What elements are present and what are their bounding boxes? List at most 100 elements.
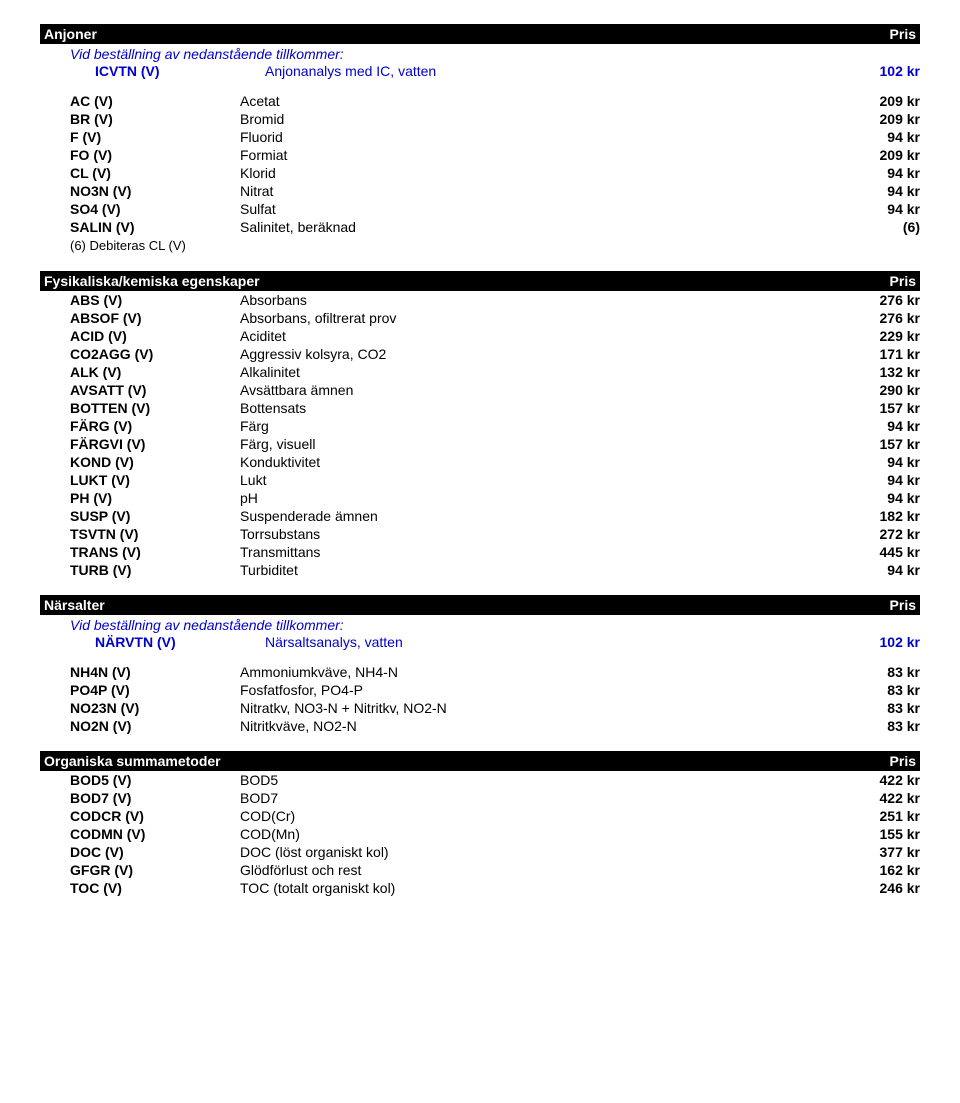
footnote: (6) Debiteras CL (V) [40,236,920,255]
row-price: 83 kr [830,700,920,716]
row-name: Sulfat [240,201,830,217]
row-name: Bromid [240,111,830,127]
row-name: Alkalinitet [240,364,830,380]
row-name: Nitritkväve, NO2-N [240,718,830,734]
row-code: BOD5 (V) [40,772,240,788]
row-name: Transmittans [240,544,830,560]
row-price: 94 kr [830,165,920,181]
row-price: 171 kr [830,346,920,362]
price-list: AnjonerPrisVid beställning av nedanståen… [40,24,920,909]
row-name: Absorbans [240,292,830,308]
row-code: NO23N (V) [40,700,240,716]
row-price: 94 kr [830,454,920,470]
row-price: 162 kr [830,862,920,878]
row-code: TOC (V) [40,880,240,896]
row-name: Salinitet, beräknad [240,219,830,235]
row-price: 157 kr [830,436,920,452]
sub-header-note: Vid beställning av nedanstående tillkomm… [40,615,920,633]
row-name: BOD7 [240,790,830,806]
row-name: COD(Mn) [240,826,830,842]
price-row: ALK (V)Alkalinitet132 kr [40,363,920,381]
price-row: PO4P (V)Fosfatfosfor, PO4-P83 kr [40,681,920,699]
row-price: (6) [830,219,920,235]
row-code: GFGR (V) [40,862,240,878]
row-name: Nitratkv, NO3-N + Nitritkv, NO2-N [240,700,830,716]
row-name: Aciditet [240,328,830,344]
row-name: Glödförlust och rest [240,862,830,878]
sub-row-price: 102 kr [830,634,920,650]
price-row: NO3N (V)Nitrat94 kr [40,182,920,200]
sub-row-code: ICVTN (V) [40,63,265,79]
price-row: TOC (V)TOC (totalt organiskt kol)246 kr [40,879,920,897]
row-name: Suspenderade ämnen [240,508,830,524]
price-row: TURB (V)Turbiditet94 kr [40,561,920,579]
price-row: NO23N (V)Nitratkv, NO3-N + Nitritkv, NO2… [40,699,920,717]
row-code: NO3N (V) [40,183,240,199]
row-name: Nitrat [240,183,830,199]
row-code: CO2AGG (V) [40,346,240,362]
row-code: CODCR (V) [40,808,240,824]
row-price: 157 kr [830,400,920,416]
row-price: 94 kr [830,129,920,145]
price-row: NH4N (V)Ammoniumkväve, NH4-N83 kr [40,663,920,681]
row-code: FÄRG (V) [40,418,240,434]
row-code: PH (V) [40,490,240,506]
row-code: LUKT (V) [40,472,240,488]
sub-row: ICVTN (V)Anjonanalys med IC, vatten102 k… [40,62,920,80]
row-code: CODMN (V) [40,826,240,842]
row-code: KOND (V) [40,454,240,470]
row-code: FÄRGVI (V) [40,436,240,452]
row-name: Färg, visuell [240,436,830,452]
row-price: 94 kr [830,183,920,199]
price-row: ABSOF (V)Absorbans, ofiltrerat prov276 k… [40,309,920,327]
row-price: 94 kr [830,490,920,506]
price-row: ABS (V)Absorbans276 kr [40,291,920,309]
row-name: Fluorid [240,129,830,145]
price-row: TRANS (V)Transmittans445 kr [40,543,920,561]
row-code: SUSP (V) [40,508,240,524]
row-code: ALK (V) [40,364,240,380]
row-price: 94 kr [830,472,920,488]
row-code: BOD7 (V) [40,790,240,806]
row-name: Absorbans, ofiltrerat prov [240,310,830,326]
price-row: CO2AGG (V)Aggressiv kolsyra, CO2171 kr [40,345,920,363]
price-row: FÄRG (V)Färg94 kr [40,417,920,435]
section-pris-label: Pris [890,273,916,289]
section-title: Organiska summametoder [44,753,221,769]
row-name: pH [240,490,830,506]
row-price: 209 kr [830,93,920,109]
price-row: TSVTN (V)Torrsubstans272 kr [40,525,920,543]
row-name: BOD5 [240,772,830,788]
row-code: F (V) [40,129,240,145]
section-pris-label: Pris [890,597,916,613]
row-price: 83 kr [830,664,920,680]
row-code: AC (V) [40,93,240,109]
row-code: PO4P (V) [40,682,240,698]
row-code: SALIN (V) [40,219,240,235]
row-name: Ammoniumkväve, NH4-N [240,664,830,680]
price-row: KOND (V)Konduktivitet94 kr [40,453,920,471]
row-code: TSVTN (V) [40,526,240,542]
price-row: FÄRGVI (V)Färg, visuell157 kr [40,435,920,453]
row-name: Konduktivitet [240,454,830,470]
row-name: Aggressiv kolsyra, CO2 [240,346,830,362]
section-pris-label: Pris [890,753,916,769]
price-row: BOD7 (V)BOD7422 kr [40,789,920,807]
section-title: Fysikaliska/kemiska egenskaper [44,273,260,289]
price-row: AVSATT (V)Avsättbara ämnen290 kr [40,381,920,399]
row-price: 209 kr [830,147,920,163]
row-price: 290 kr [830,382,920,398]
price-row: GFGR (V)Glödförlust och rest162 kr [40,861,920,879]
row-price: 251 kr [830,808,920,824]
sub-header-note: Vid beställning av nedanstående tillkomm… [40,44,920,62]
price-row: AC (V)Acetat209 kr [40,92,920,110]
row-price: 377 kr [830,844,920,860]
row-code: SO4 (V) [40,201,240,217]
row-price: 276 kr [830,310,920,326]
row-code: TRANS (V) [40,544,240,560]
row-code: CL (V) [40,165,240,181]
row-code: NH4N (V) [40,664,240,680]
price-row: PH (V)pH94 kr [40,489,920,507]
row-price: 229 kr [830,328,920,344]
row-price: 445 kr [830,544,920,560]
